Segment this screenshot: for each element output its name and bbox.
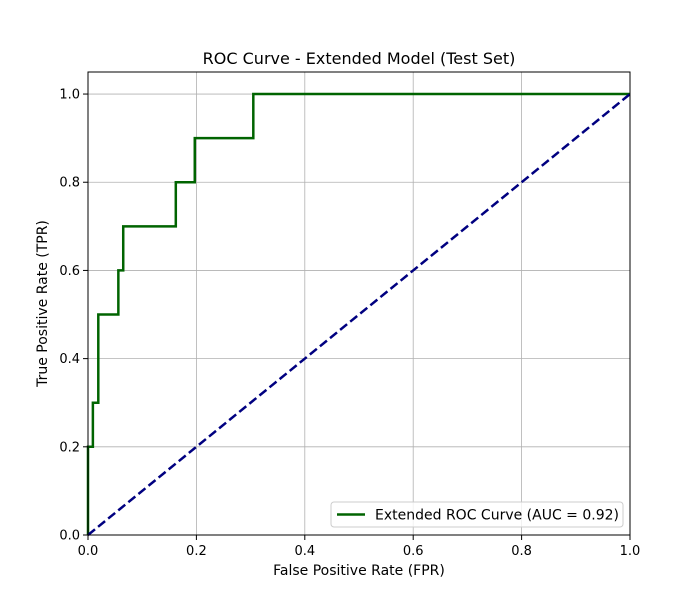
chart-title: ROC Curve - Extended Model (Test Set) [203, 49, 516, 68]
y-tick-label: 0.4 [59, 352, 80, 367]
diagonal-reference-line [87, 93, 631, 536]
legend-label: Extended ROC Curve (AUC = 0.92) [375, 508, 619, 524]
x-tick-label: 0.0 [78, 544, 99, 559]
roc-curve-line [86, 92, 630, 535]
y-tick-label: 0.6 [59, 264, 80, 279]
x-tick-label: 0.2 [186, 544, 207, 559]
grid-lines [87, 72, 631, 536]
y-tick-label: 1.0 [59, 88, 80, 103]
legend: Extended ROC Curve (AUC = 0.92) [330, 501, 624, 528]
x-tick-label: 0.4 [294, 544, 315, 559]
plot-series [86, 92, 631, 536]
axis-ticks: 0.0 0.2 0.4 0.6 0.8 1.0 0.0 0.2 0.4 0.6 0.8 1.0 [59, 88, 640, 559]
y-tick-label: 0.2 [59, 440, 80, 455]
x-axis-label: False Positive Rate (FPR) [273, 563, 445, 579]
legend-box [330, 501, 624, 528]
x-tick-label: 0.8 [511, 544, 532, 559]
y-tick-label: 0.0 [59, 529, 80, 544]
x-tick-label: 1.0 [620, 544, 641, 559]
plot-frame [87, 71, 631, 536]
y-tick-label: 0.8 [59, 176, 80, 191]
y-axis-label: True Positive Rate (TPR) [35, 220, 51, 388]
x-tick-label: 0.6 [403, 544, 424, 559]
